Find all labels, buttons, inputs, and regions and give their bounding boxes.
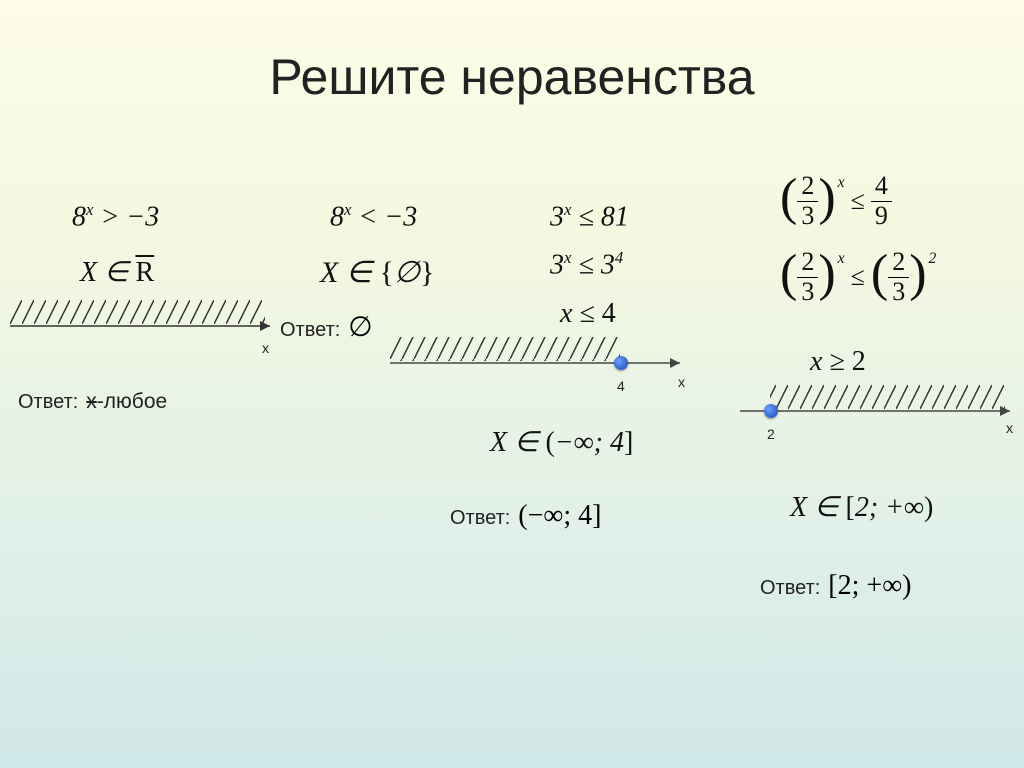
col3-eq3: x ≤ 4 [560, 298, 616, 330]
col3-answer: Ответ: (−∞; 4] [450, 500, 601, 532]
col3-point-dot [614, 356, 628, 370]
col2-equation: 8x < −3 [330, 200, 417, 233]
col2-answer: Ответ: ∅ [280, 310, 373, 344]
col1-equation: 8x > −3 [72, 200, 159, 233]
col1-axis-label: x [262, 340, 269, 356]
col1-solution: X ∈ R [80, 255, 154, 289]
col4-eq3: x ≥ 2 [810, 346, 866, 378]
col4-point-label: 2 [767, 426, 775, 442]
col3-interval: X ∈ (−∞; 4] [490, 425, 633, 459]
col4-interval: X ∈ [2; +∞) [790, 490, 933, 524]
col1-numberline [10, 300, 280, 350]
col4-point-dot [764, 404, 778, 418]
col4-answer: Ответ: [2; +∞) [760, 570, 911, 602]
slide-title: Решите неравенства [0, 48, 1024, 106]
col1-answer: Ответ: x-любое [18, 390, 167, 414]
col4-numberline [740, 385, 1020, 440]
col4-eq1: ( 23 ) x ≤ 49 [780, 172, 892, 230]
col3-point-label: 4 [617, 378, 625, 394]
col2-solution: X ∈ {∅} [320, 255, 434, 290]
col3-eq1: 3x ≤ 81 [550, 200, 629, 233]
col4-eq2: ( 23 ) x ≤ ( 23 ) 2 [780, 248, 936, 306]
col3-numberline [390, 335, 690, 395]
col3-eq2: 3x ≤ 34 [550, 248, 623, 281]
col4-axis-label: x [1006, 420, 1013, 436]
col3-axis-label: x [678, 374, 685, 390]
